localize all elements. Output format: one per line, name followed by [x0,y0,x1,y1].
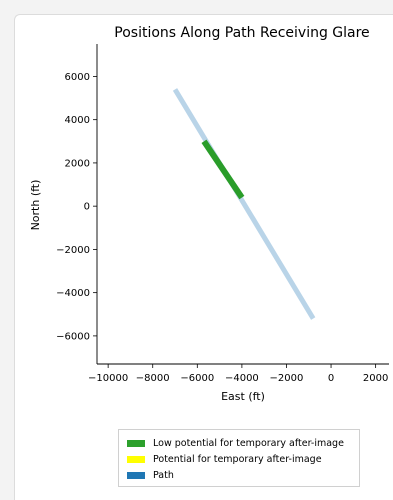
chart-card [14,14,393,500]
legend-item: Low potential for temporary after-image [127,436,344,450]
y-axis-label: North (ft) [29,180,42,231]
legend-swatch-path [127,471,145,479]
x-tick-label: 2000 [363,373,388,384]
x-tick-label: −2000 [270,373,304,384]
series-line-path [172,88,316,320]
legend-label: Path [153,469,174,481]
y-tick-label: 0 [84,202,90,213]
y-tick-label: 2000 [65,158,90,169]
legend-item: Path [127,468,174,482]
chart-legend: Low potential for temporary after-image … [118,429,360,487]
y-tick-label: −6000 [56,331,90,342]
x-tick-label: −6000 [180,373,214,384]
y-tick-label: 4000 [65,115,90,126]
legend-label: Low potential for temporary after-image [153,437,344,449]
chart-series [172,88,316,320]
series-line-low-potential-for-temporary-after-image [201,139,245,200]
y-tick-label: −4000 [56,288,90,299]
legend-swatch-low-potential [127,439,145,447]
x-tick-label: −4000 [225,373,259,384]
x-tick-label: 0 [328,373,334,384]
legend-item: Potential for temporary after-image [127,452,322,466]
y-tick-label: −2000 [56,245,90,256]
legend-label: Potential for temporary after-image [153,453,322,465]
legend-swatch-potential [127,455,145,463]
x-tick-label: −8000 [136,373,170,384]
x-axis-label: East (ft) [221,390,265,403]
x-tick-label: −10000 [88,373,128,384]
y-tick-label: 6000 [65,72,90,83]
chart-title: Positions Along Path Receiving Glare [114,25,369,41]
